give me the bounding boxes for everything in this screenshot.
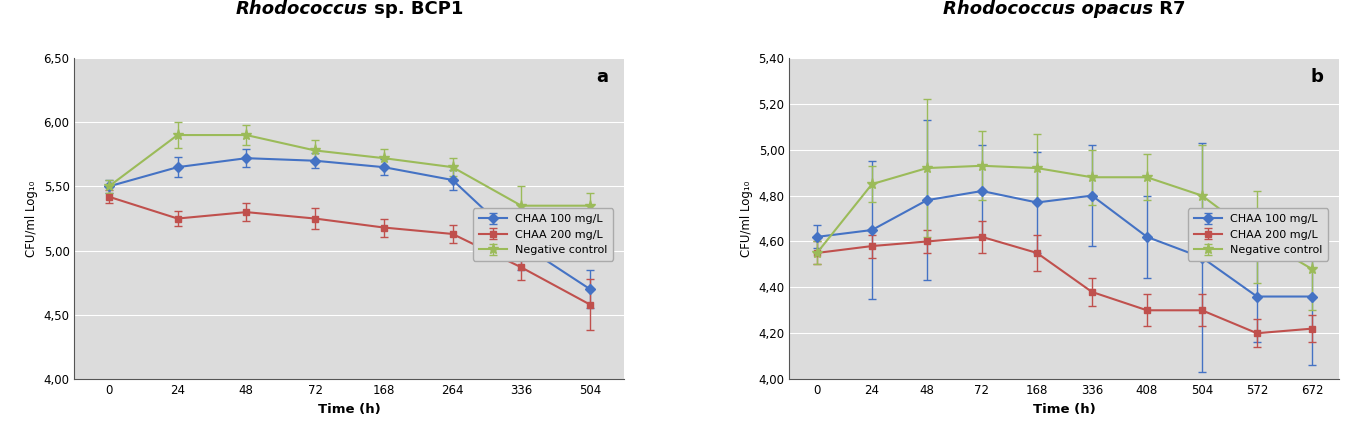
Text: Rhodococcus: Rhodococcus	[235, 0, 368, 18]
Text: b: b	[1310, 68, 1323, 86]
Text: sp. BCP1: sp. BCP1	[368, 0, 463, 18]
X-axis label: Time (h): Time (h)	[1034, 403, 1096, 416]
Text: a: a	[595, 68, 607, 86]
Y-axis label: CFU/ml Log₁₀: CFU/ml Log₁₀	[740, 180, 752, 257]
Legend: CHAA 100 mg/L, CHAA 200 mg/L, Negative control: CHAA 100 mg/L, CHAA 200 mg/L, Negative c…	[474, 208, 613, 261]
Text: R7: R7	[1153, 0, 1185, 18]
Legend: CHAA 100 mg/L, CHAA 200 mg/L, Negative control: CHAA 100 mg/L, CHAA 200 mg/L, Negative c…	[1188, 208, 1329, 261]
Y-axis label: CFU/ml Log₁₀: CFU/ml Log₁₀	[24, 180, 38, 257]
X-axis label: Time (h): Time (h)	[318, 403, 380, 416]
Text: Rhodococcus opacus: Rhodococcus opacus	[943, 0, 1153, 18]
